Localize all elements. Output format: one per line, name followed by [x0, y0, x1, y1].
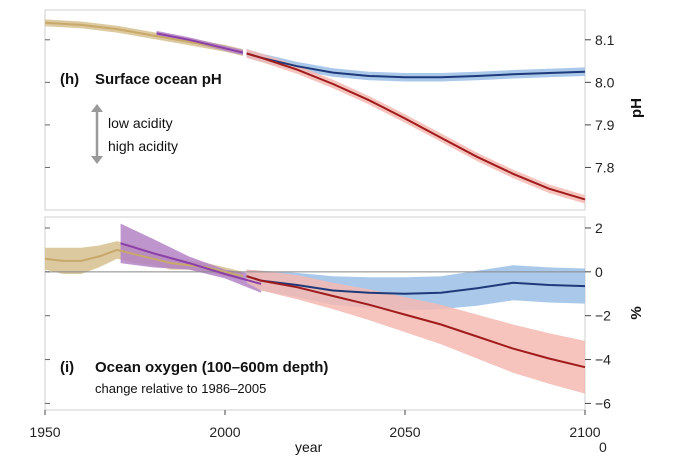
panel-h-ylabel: pH — [628, 98, 645, 118]
panel-i-line-low_emission — [246, 275, 586, 295]
panel-h-frame — [44, 9, 586, 211]
panel-i-ytick-label: −6 — [595, 395, 611, 411]
panel-h-band-low_emission — [246, 49, 585, 82]
panel-i-line-observed — [120, 242, 262, 285]
x-axis-ticks: 1950 2000 2050 2100 — [29, 410, 601, 440]
annotation-low-acidity: low acidity — [108, 115, 173, 131]
panel-h-ticks: 7.8 7.9 8.0 8.1 — [45, 32, 615, 175]
bottom-extra-label: 0 — [599, 439, 607, 455]
panel-i-subtitle: change relative to 1986–2005 — [95, 381, 266, 396]
xtick-label: 2100 — [569, 424, 600, 440]
panel-h-line-high_emission — [246, 52, 586, 201]
panel-h-line-low_emission — [246, 52, 586, 79]
panel-h-lines — [44, 21, 586, 201]
acidity-arrow — [91, 104, 103, 164]
panel-h-line-observed — [156, 32, 244, 54]
panel-h-ytick-label: 8.1 — [595, 32, 615, 48]
panel-h-band-historical — [45, 19, 243, 56]
panel-h-title: Surface ocean pH — [95, 71, 222, 88]
panel-i-ytick-label: 0 — [595, 264, 603, 280]
panel-i: −6 −4 −2 0 2 (i) Ocean oxygen (100–600m dept… — [29, 216, 645, 455]
panel-i-frame — [44, 216, 586, 411]
panel-i-bands — [45, 223, 585, 394]
panel-i-band-high_emission — [246, 269, 585, 394]
xtick-label: 2000 — [209, 424, 240, 440]
panel-h-bands — [45, 19, 585, 204]
x-axis-label: year — [295, 439, 323, 455]
panel-i-band-observed — [120, 223, 261, 293]
panel-i-line-high_emission — [246, 275, 586, 369]
panel-h: 7.8 7.9 8.0 8.1 (h) Surface ocean pH low ac… — [44, 9, 645, 211]
xtick-label: 2050 — [389, 424, 420, 440]
xtick-label: 1950 — [29, 424, 60, 440]
panel-h-letter: (h) — [60, 71, 79, 88]
panel-i-title: Ocean oxygen (100–600m depth) — [95, 359, 328, 376]
panel-h-ytick-label: 7.9 — [595, 117, 615, 133]
panel-i-letter: (i) — [60, 359, 74, 376]
panel-i-line-historical — [44, 248, 244, 278]
panel-i-ytick-label: −2 — [595, 308, 611, 324]
panel-h-ytick-label: 8.0 — [595, 74, 615, 90]
panel-i-ylabel: % — [628, 306, 645, 319]
panel-h-band-high_emission — [246, 49, 585, 204]
panel-i-lines — [44, 242, 586, 369]
panel-h-ytick-label: 7.8 — [595, 159, 615, 175]
panel-i-ticks: −6 −4 −2 0 2 — [45, 220, 611, 411]
panel-i-ytick-label: −4 — [595, 352, 611, 368]
panel-i-ytick-label: 2 — [595, 220, 603, 236]
annotation-high-acidity: high acidity — [108, 138, 178, 154]
